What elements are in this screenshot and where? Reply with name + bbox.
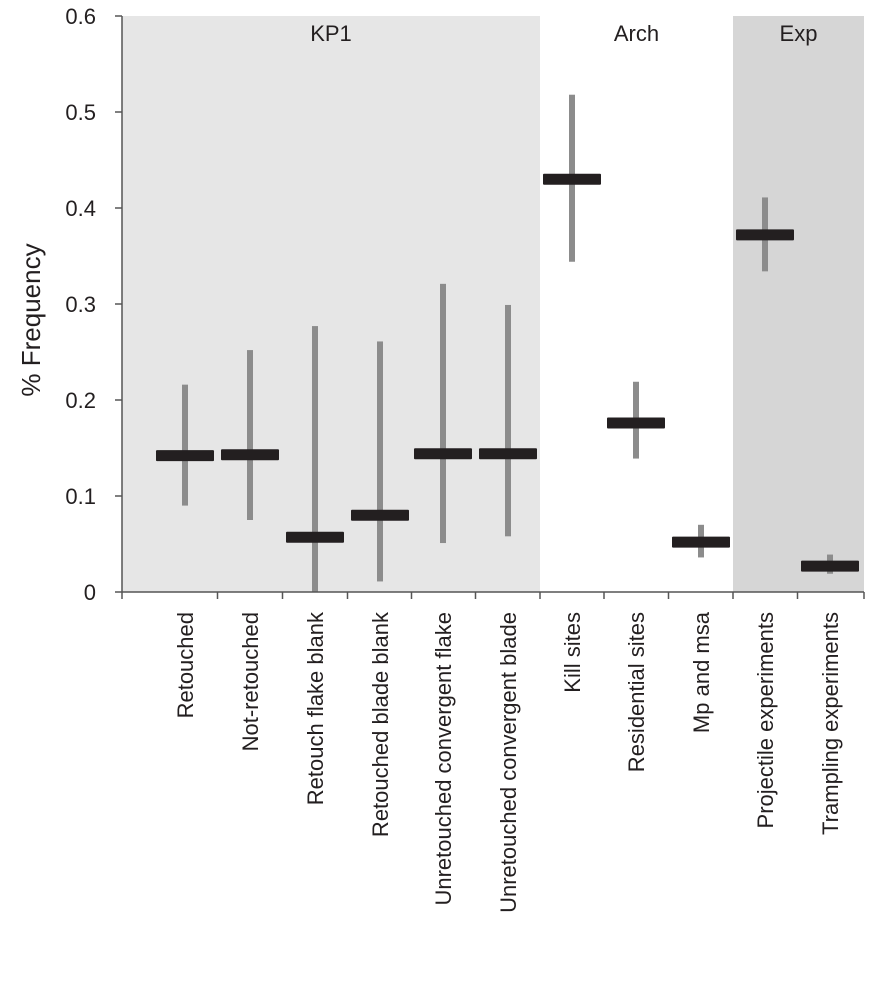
y-tick-label: 0.1 xyxy=(65,484,96,509)
mean-marker xyxy=(672,536,730,548)
whisker xyxy=(247,350,253,520)
mean-marker xyxy=(351,509,409,521)
group-regions xyxy=(122,16,864,592)
y-tick-label: 0.3 xyxy=(65,292,96,317)
mean-marker xyxy=(286,531,344,543)
group-label-kp1: KP1 xyxy=(310,21,352,46)
whisker xyxy=(182,384,188,506)
whisker xyxy=(505,304,511,537)
mean-marker xyxy=(543,173,601,185)
x-category-label: Retouched blade blank xyxy=(368,611,393,837)
y-tick-label: 0 xyxy=(84,580,96,605)
axes xyxy=(115,15,865,599)
whisker xyxy=(312,326,318,592)
x-category-label: Residential sites xyxy=(624,612,649,772)
y-tick-label: 0.5 xyxy=(65,100,96,125)
group-region-arch xyxy=(540,16,733,592)
y-tick-label: 0.4 xyxy=(65,196,96,221)
labels: KP1 Arch Exp 0 0.1 0.2 0.3 0.4 0.5 0.6 Retouched No… xyxy=(65,4,843,913)
group-region-kp1 xyxy=(122,16,540,592)
mean-marker xyxy=(414,448,472,460)
mean-marker xyxy=(607,417,665,429)
mean-marker xyxy=(736,229,794,241)
x-category-label: Unretouched convergent flake xyxy=(431,612,456,906)
whisker xyxy=(377,341,383,582)
mean-layer xyxy=(156,173,859,572)
x-category-label: Trampling experiments xyxy=(818,612,843,835)
x-category-label: Retouch flake blank xyxy=(303,611,328,805)
x-category-label: Projectile experiments xyxy=(753,612,778,828)
mean-marker xyxy=(156,450,214,462)
x-category-label: Not-retouched xyxy=(238,612,263,751)
x-category-label: Mp and msa xyxy=(689,611,714,733)
whisker xyxy=(440,283,446,544)
y-tick-label: 0.2 xyxy=(65,388,96,413)
mean-marker xyxy=(801,560,859,572)
group-region-exp xyxy=(733,16,864,592)
x-category-label: Unretouched convergent blade xyxy=(496,612,521,913)
mean-marker xyxy=(479,448,537,460)
mean-marker xyxy=(221,449,279,461)
group-label-arch: Arch xyxy=(614,21,659,46)
x-category-label: Retouched xyxy=(173,612,198,718)
y-axis-title: % Frequency xyxy=(16,243,46,396)
x-category-label: Kill sites xyxy=(560,612,585,693)
group-label-exp: Exp xyxy=(780,21,818,46)
y-tick-label: 0.6 xyxy=(65,4,96,29)
